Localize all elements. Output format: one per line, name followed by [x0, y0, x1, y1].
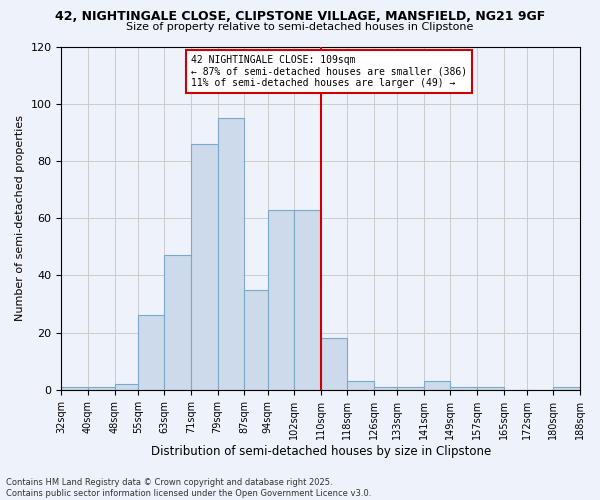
Bar: [451, 387, 477, 390]
Bar: [244, 290, 268, 390]
Bar: [424, 382, 451, 390]
Bar: [397, 387, 424, 390]
Bar: [218, 118, 244, 390]
Bar: [61, 387, 88, 390]
Text: Contains HM Land Registry data © Crown copyright and database right 2025.
Contai: Contains HM Land Registry data © Crown c…: [6, 478, 371, 498]
Bar: [164, 256, 191, 390]
Bar: [477, 387, 503, 390]
X-axis label: Distribution of semi-detached houses by size in Clipstone: Distribution of semi-detached houses by …: [151, 444, 491, 458]
Y-axis label: Number of semi-detached properties: Number of semi-detached properties: [15, 115, 25, 321]
Bar: [115, 384, 138, 390]
Bar: [268, 210, 294, 390]
Bar: [347, 382, 374, 390]
Bar: [294, 210, 321, 390]
Bar: [321, 338, 347, 390]
Bar: [191, 144, 218, 390]
Bar: [88, 387, 115, 390]
Text: Size of property relative to semi-detached houses in Clipstone: Size of property relative to semi-detach…: [127, 22, 473, 32]
Bar: [553, 387, 580, 390]
Bar: [138, 316, 164, 390]
Bar: [374, 387, 397, 390]
Text: 42, NIGHTINGALE CLOSE, CLIPSTONE VILLAGE, MANSFIELD, NG21 9GF: 42, NIGHTINGALE CLOSE, CLIPSTONE VILLAGE…: [55, 10, 545, 23]
Text: 42 NIGHTINGALE CLOSE: 109sqm
← 87% of semi-detached houses are smaller (386)
11%: 42 NIGHTINGALE CLOSE: 109sqm ← 87% of se…: [191, 55, 467, 88]
